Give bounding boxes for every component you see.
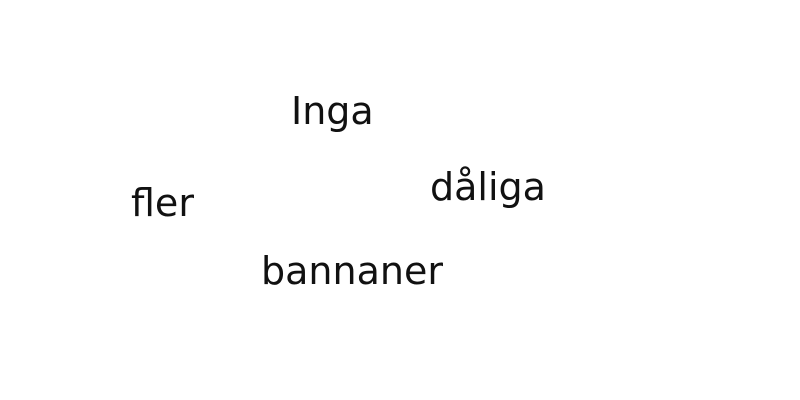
word-daliga: dåliga <box>430 165 546 209</box>
word-bannaner: bannaner <box>261 249 443 293</box>
word-inga: Inga <box>291 89 374 133</box>
word-fler: fler <box>131 181 194 225</box>
